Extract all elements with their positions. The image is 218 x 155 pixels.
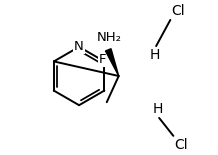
Polygon shape — [106, 49, 119, 76]
Text: N: N — [74, 40, 84, 53]
Text: NH₂: NH₂ — [97, 31, 121, 44]
Text: Cl: Cl — [174, 138, 188, 152]
Text: H: H — [150, 48, 160, 62]
Text: H: H — [152, 102, 163, 116]
Text: Cl: Cl — [171, 4, 185, 18]
Text: F: F — [99, 53, 107, 66]
